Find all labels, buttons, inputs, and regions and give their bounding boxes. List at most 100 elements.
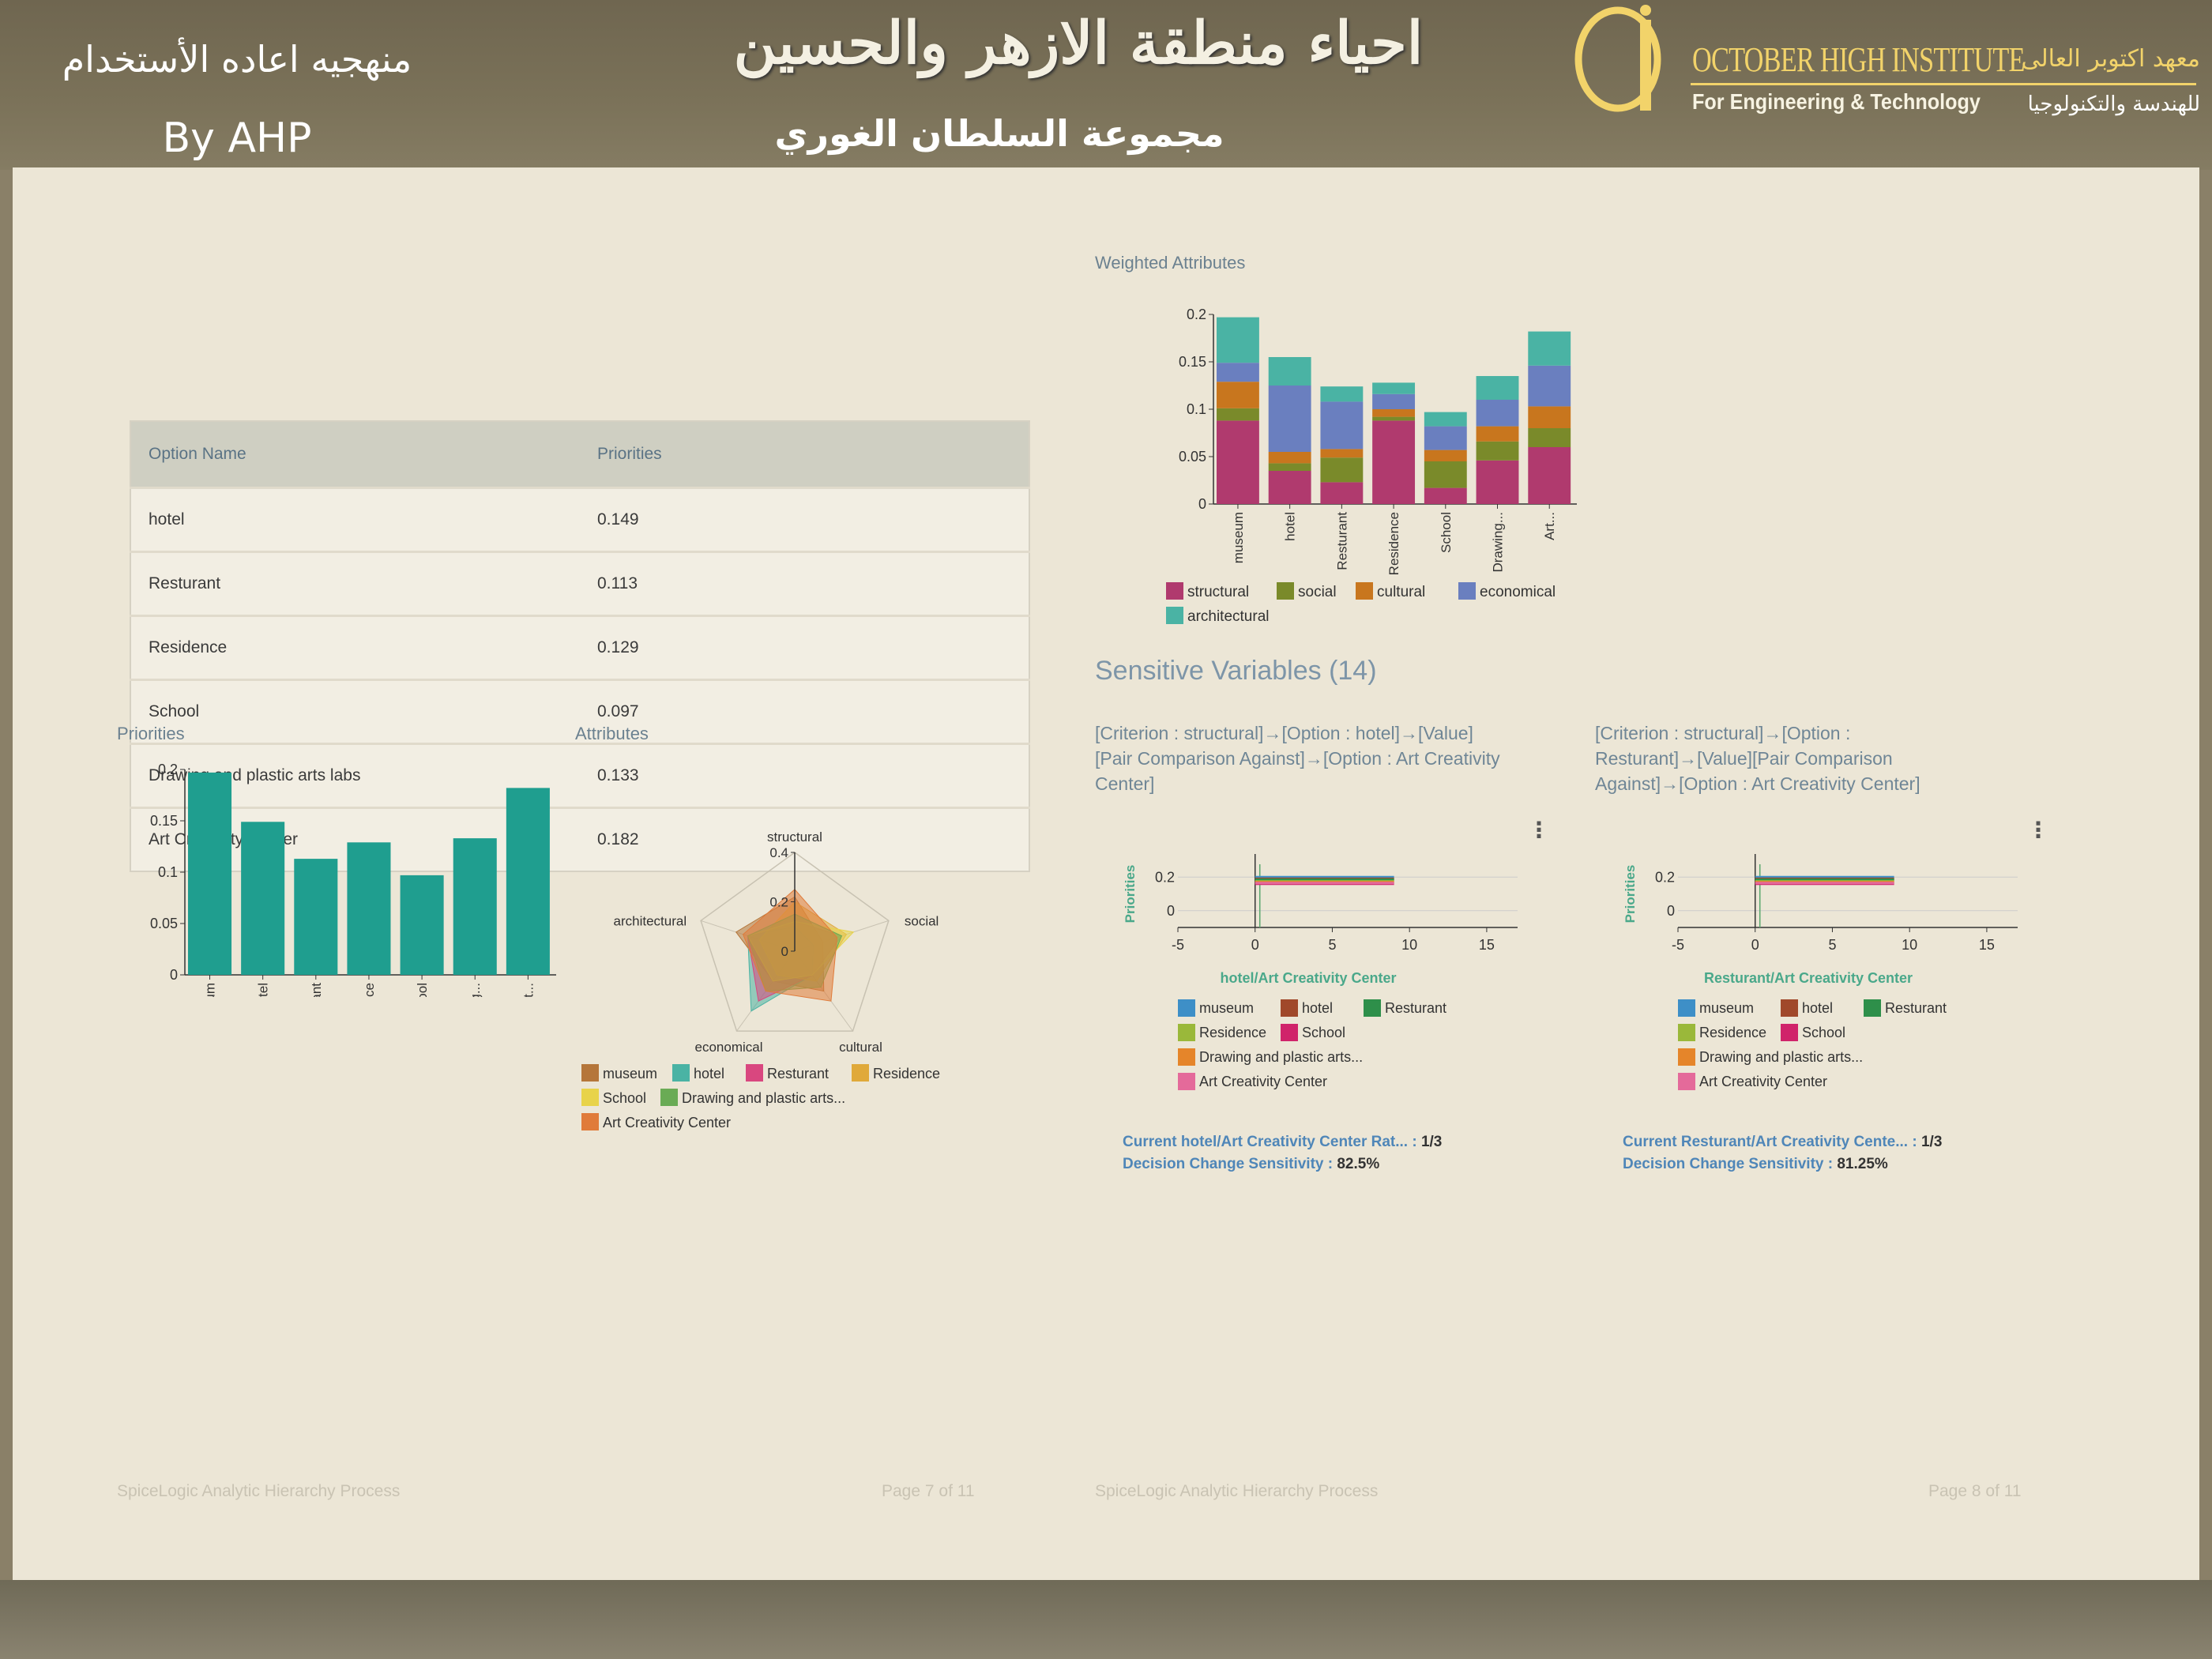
stacked-bar-segment xyxy=(1476,426,1519,442)
legend-label: Resturant xyxy=(767,1066,829,1082)
sensitivity-criterion-2: [Criterion : structural]→[Option : Restu… xyxy=(1595,723,1920,794)
bar xyxy=(188,772,232,975)
legend-swatch xyxy=(581,1113,599,1130)
priorities-bar-chart: 0.2 0.15 0.1 0.05 0 museum hotel Resturant Resid… xyxy=(150,762,556,997)
x-axis-label: hotel/Art Creativity Center xyxy=(1220,970,1396,986)
legend-label: museum xyxy=(1699,1000,1754,1016)
y-tick-label: 0.15 xyxy=(150,813,178,829)
legend-label: School xyxy=(603,1090,646,1106)
footer-page-left: Page 7 of 11 xyxy=(882,1482,975,1500)
header-band: منهجيه اعاده الأستخدام By AHP احياء منطق… xyxy=(0,0,2212,170)
logo-english-sub: For Engineering & Technology xyxy=(1692,89,1981,114)
legend-label: museum xyxy=(603,1066,657,1082)
stacked-bar-segment xyxy=(1424,487,1467,504)
x-tick-label: museum xyxy=(1231,512,1246,563)
x-tick-label: Residence xyxy=(1386,512,1401,575)
bar xyxy=(347,842,391,975)
bar xyxy=(400,875,444,975)
radar-axis-label: social xyxy=(905,913,939,928)
legend-swatch xyxy=(672,1064,690,1082)
x-tick-label: Drawing... xyxy=(1491,512,1506,573)
radar-tick-label: 0.4 xyxy=(769,845,788,860)
legend-label: Resturant xyxy=(1385,1000,1446,1016)
logo-english-name: OCTOBER HIGH INSTITUTE xyxy=(1692,40,2025,79)
legend-label: architectural xyxy=(1187,608,1270,625)
legend-swatch xyxy=(1178,999,1195,1017)
legend-swatch xyxy=(1356,582,1373,600)
legend-label: Resturant xyxy=(1885,1000,1947,1016)
footer-page-right: Page 8 of 11 xyxy=(1928,1482,2022,1500)
more-options-icon[interactable]: ⋮ xyxy=(2027,817,2049,843)
current-ratio-value: 1/3 xyxy=(1920,1134,1943,1150)
sensitivity-criterion-1: [Criterion : structural]→[Option : hotel… xyxy=(1095,723,1500,794)
radar-tick-label: 0.2 xyxy=(769,895,788,910)
legend-swatch xyxy=(1178,1048,1195,1066)
x-tick-label: Resturant xyxy=(1334,512,1349,570)
legend-swatch xyxy=(1166,607,1183,624)
legend-swatch xyxy=(1781,999,1798,1017)
table-row: Residence 0.129 xyxy=(130,615,1029,680)
legend-label: Drawing and plastic arts... xyxy=(682,1090,845,1106)
legend-swatch xyxy=(1678,999,1695,1017)
decision-change-value: 81.25% xyxy=(1837,1156,1888,1172)
legend-label: cultural xyxy=(1377,584,1425,600)
x-tick-label: 10 xyxy=(1902,937,1917,953)
logo-emblem-icon xyxy=(1574,5,1661,112)
table-header-row: Option Name Priorities xyxy=(130,421,1029,488)
radar-axis-label: economical xyxy=(695,1040,763,1055)
weighted-chart-title: Weighted Attributes xyxy=(1095,253,1246,273)
stacked-bar-segment xyxy=(1372,393,1416,409)
stacked-bar-segment xyxy=(1320,449,1364,458)
x-tick-label: museum xyxy=(203,983,218,997)
column-header-option: Option Name xyxy=(130,421,580,488)
decision-change-value: 82.5% xyxy=(1337,1156,1380,1172)
y-tick-label: 0.1 xyxy=(1187,401,1206,417)
legend-label: museum xyxy=(1199,1000,1254,1016)
x-tick-label: hotel xyxy=(1283,512,1298,541)
y-tick-label: 0 xyxy=(1167,903,1175,919)
stacked-bar-segment xyxy=(1217,408,1259,421)
legend-label: hotel xyxy=(1802,1000,1833,1016)
stacked-bar-segment xyxy=(1217,363,1259,382)
stacked-bar-segment xyxy=(1268,386,1311,452)
radar-axis-label: structural xyxy=(767,830,822,845)
stacked-bar-segment xyxy=(1268,471,1311,504)
radar-axis-label: cultural xyxy=(839,1040,882,1055)
y-tick-label: 0.2 xyxy=(1187,307,1206,322)
legend-swatch xyxy=(660,1089,678,1106)
legend-swatch xyxy=(746,1064,763,1082)
stacked-bar-segment xyxy=(1528,428,1571,447)
sensitivity-summary-2: Current Resturant/Art Creativity Cente..… xyxy=(1623,1131,2065,1176)
stacked-bar-segment xyxy=(1372,409,1416,417)
stacked-bar-segment xyxy=(1372,420,1416,504)
y-tick-label: 0.1 xyxy=(158,864,178,880)
stacked-bar-segment xyxy=(1528,447,1571,504)
stacked-bar-segment xyxy=(1476,441,1519,461)
footer-band xyxy=(0,1580,2212,1659)
y-axis-label: Priorities xyxy=(1123,865,1138,924)
legend-swatch xyxy=(1281,1024,1298,1041)
option-name-cell: School xyxy=(130,679,580,744)
option-name-cell: hotel xyxy=(130,487,580,552)
x-tick-label: 15 xyxy=(1979,937,1995,953)
legend-label: Residence xyxy=(873,1066,940,1082)
column-header-priority: Priorities xyxy=(580,421,1029,488)
legend-label: School xyxy=(1802,1025,1845,1040)
stacked-bar-segment xyxy=(1476,400,1519,427)
sensitive-variables-title: Sensitive Variables (14) xyxy=(1095,656,1377,686)
attributes-radar-chart: 0.4 0.2 0 structural social cultural economica… xyxy=(581,830,940,1130)
method-title: منهجيه اعاده الأستخدام xyxy=(62,38,412,81)
y-tick-label: 0.2 xyxy=(1655,869,1675,885)
stacked-bar-segment xyxy=(1320,386,1364,402)
legend-label: Drawing and plastic arts... xyxy=(1199,1049,1363,1065)
option-name-cell: Resturant xyxy=(130,551,580,616)
attributes-chart-title: Attributes xyxy=(575,724,649,743)
more-options-icon[interactable]: ⋮ xyxy=(1528,817,1550,843)
stacked-bar-segment xyxy=(1424,461,1467,488)
legend-label: Art Creativity Center xyxy=(1699,1074,1827,1089)
sensitivity-summary-1: Current hotel/Art Creativity Center Rat.… xyxy=(1123,1131,1565,1176)
x-tick-label: hotel xyxy=(256,983,271,997)
legend-label: structural xyxy=(1187,584,1249,600)
legend-swatch xyxy=(1178,1024,1195,1041)
table-row: hotel 0.149 xyxy=(130,487,1029,552)
